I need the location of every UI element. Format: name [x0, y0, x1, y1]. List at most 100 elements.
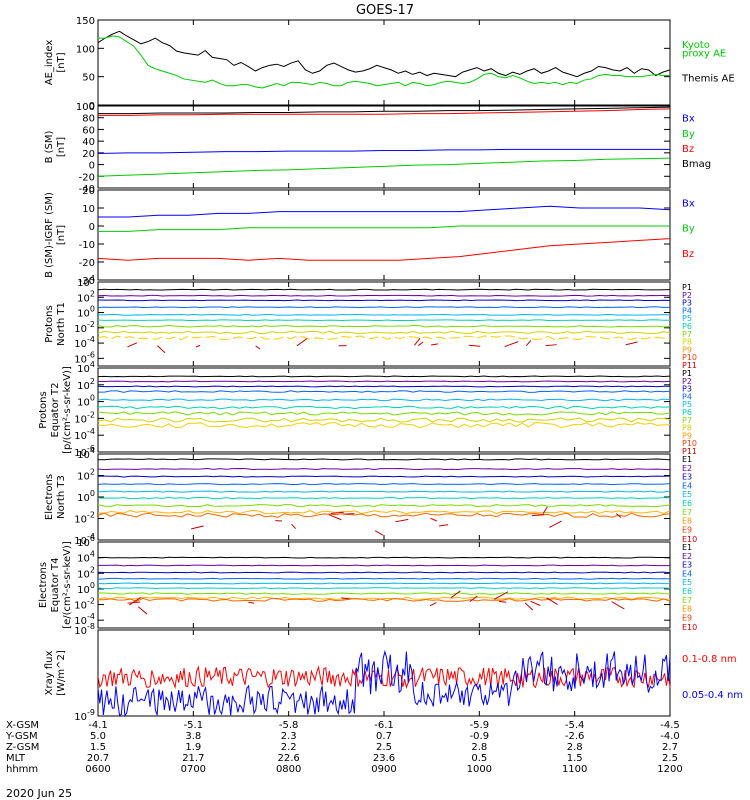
legend-entry: E8 — [682, 517, 692, 526]
footer-cell: -5.1 — [184, 720, 204, 731]
series-segment — [195, 344, 201, 348]
footer-cell: -6.1 — [374, 720, 394, 731]
legend-entry: E1 — [682, 455, 692, 464]
panel-bigrf: -30 -20 -10 0 10 20 B (SM)-IGRF (SM) [nT] Bx By Bz — [44, 186, 695, 287]
series-line — [97, 294, 671, 297]
series-line — [97, 335, 671, 341]
footer-row-label: Y-GSM — [5, 731, 38, 742]
y-tick-label: -20 — [79, 258, 95, 269]
y-tick-label: 0 — [89, 222, 95, 233]
y-tick-label: 10-2 — [74, 410, 95, 425]
y-tick-label: -30 — [79, 276, 95, 287]
series-segment — [494, 591, 509, 600]
footer-cell: -0.9 — [470, 731, 490, 742]
panel-frame — [97, 453, 671, 541]
series-segment — [524, 602, 534, 611]
y-tick-label: 10 — [82, 204, 95, 215]
y-tick-label: 10-2 — [74, 511, 95, 526]
series-line — [97, 319, 671, 322]
legend-entry: E2 — [682, 552, 692, 561]
legend-entry: E9 — [682, 613, 692, 622]
series-segment — [468, 344, 481, 347]
y-axis-label: B (SM)-IGRF (SM) — [44, 192, 55, 278]
y-axis-label: North T3 — [56, 475, 67, 519]
footer-cell: -4.1 — [88, 720, 108, 731]
series-segment — [330, 511, 344, 514]
y-tick-label: 10-6 — [74, 444, 95, 459]
y-tick-label: 20 — [82, 186, 95, 197]
series-line — [97, 596, 671, 600]
series-segment — [328, 514, 342, 521]
series-segment — [374, 530, 384, 536]
y-tick-label: 106 — [77, 534, 95, 549]
series-line — [97, 157, 671, 177]
legend-entry: E7 — [682, 508, 692, 517]
series-segment — [127, 342, 138, 348]
y-axis-label: [nT] — [56, 225, 67, 245]
legend-entry: P3 — [682, 299, 692, 308]
series-line — [97, 458, 671, 461]
panel-frame — [97, 105, 671, 189]
y-tick-label: 104 — [77, 446, 95, 461]
series-line — [97, 148, 670, 154]
footer-cell: 5.0 — [90, 731, 106, 742]
footer-cell: 1.5 — [567, 753, 583, 764]
series-line — [97, 475, 671, 478]
series-line — [97, 587, 671, 590]
series-segment — [498, 600, 507, 603]
series-segment — [525, 340, 532, 347]
series-line — [98, 225, 670, 232]
y-tick-label: 100 — [76, 44, 95, 55]
y-tick-label: -40 — [79, 184, 95, 195]
series-segment — [417, 341, 424, 346]
series-segment — [429, 602, 437, 607]
footer-cell: 20.7 — [87, 753, 109, 764]
y-tick-label: 100 — [77, 581, 95, 596]
series-line — [97, 490, 671, 493]
series-line — [97, 665, 671, 690]
series-segment — [431, 343, 439, 346]
series-segment — [430, 517, 438, 522]
legend-entry: P8 — [682, 424, 692, 433]
footer-cell: 3.8 — [185, 731, 201, 742]
y-tick-label: 60 — [82, 125, 95, 136]
footer-cell: 1.9 — [185, 742, 201, 753]
legend-entry: E6 — [682, 587, 692, 596]
footer-cell: 0900 — [371, 764, 396, 775]
series-line — [97, 405, 671, 410]
y-tick-label: 50 — [82, 73, 95, 84]
y-axis-label: AE_index — [44, 40, 55, 86]
y-tick-label: 102 — [77, 289, 95, 304]
series-line — [97, 380, 671, 383]
y-axis-label: Equator T4 — [50, 558, 61, 613]
series-line — [97, 468, 671, 471]
series-segment — [615, 513, 622, 518]
y-axis-label: Xray flux — [44, 651, 55, 696]
legend-entry: P3 — [682, 385, 692, 394]
series-segment — [248, 601, 255, 604]
series-line — [97, 649, 671, 718]
legend-entry: P11 — [682, 361, 697, 370]
footer-cell: -5.4 — [565, 720, 585, 731]
legend-entry: Bz — [682, 144, 694, 155]
y-tick-label: 10-4 — [74, 335, 95, 350]
series-segment — [129, 597, 142, 606]
panel-frame — [97, 367, 671, 453]
legend-entry: E3 — [682, 561, 692, 570]
footer-cell: 22.6 — [278, 753, 300, 764]
series-segment — [291, 523, 297, 530]
date-label: 2020 Jun 25 — [6, 787, 72, 800]
legend-entry: P2 — [682, 377, 692, 386]
series-segment — [611, 601, 625, 610]
series-line — [97, 306, 671, 309]
footer-cell: 21.7 — [182, 753, 204, 764]
legend-entry: E10 — [682, 535, 697, 544]
legend-entry: P8 — [682, 338, 692, 347]
panel-frame — [97, 281, 671, 367]
y-axis-label: Equator T2 — [50, 383, 61, 438]
series-line — [97, 597, 671, 602]
series-segment — [127, 601, 141, 604]
legend-entry: E3 — [682, 473, 692, 482]
panel-xray: 10-9 10-8 Xray flux [W/m^2] 0.1-0.8 nm 0.05-0… — [44, 622, 743, 723]
legend-entry: P9 — [682, 345, 692, 354]
